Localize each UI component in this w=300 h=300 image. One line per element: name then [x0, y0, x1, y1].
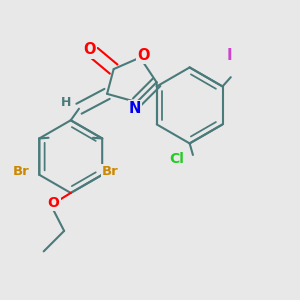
Text: O: O [84, 42, 96, 57]
Text: O: O [137, 48, 150, 63]
Text: H: H [61, 96, 72, 109]
Text: O: O [48, 196, 59, 209]
Text: Br: Br [13, 165, 30, 178]
Text: Br: Br [102, 165, 119, 178]
Text: Cl: Cl [169, 152, 184, 166]
Text: I: I [227, 48, 233, 63]
Text: N: N [129, 101, 141, 116]
